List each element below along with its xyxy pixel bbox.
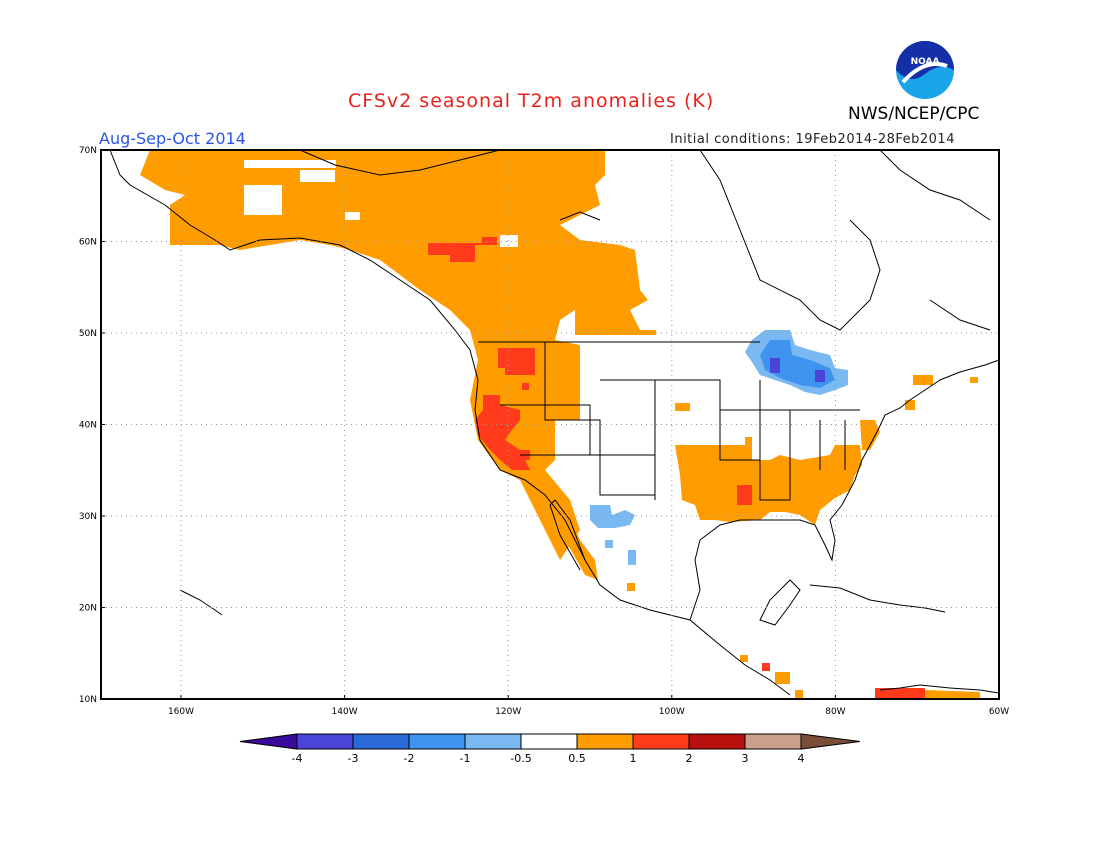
initial-conditions-label: Initial conditions: 19Feb2014-28Feb2014 [670, 132, 955, 147]
colorbar-swatch [352, 733, 410, 750]
colorbar-label: 4 [798, 752, 805, 765]
hot-patch-california [475, 395, 530, 470]
hot-patch-bc [428, 237, 497, 262]
colorbar-swatch [464, 733, 522, 750]
lat-label: 30N [79, 512, 97, 522]
colorbar-swatch [632, 733, 690, 750]
lat-label: 20N [79, 604, 97, 614]
coastlines [109, 149, 1000, 696]
map-title: CFSv2 seasonal T2m anomalies (K) [348, 90, 715, 112]
season-label: Aug-Sep-Oct 2014 [99, 129, 246, 148]
colorbar-label: -1 [460, 752, 471, 765]
colorbar-arrow-left [239, 733, 298, 750]
lon-label: 80W [825, 707, 845, 717]
colorbar-label: 2 [686, 752, 693, 765]
lat-label: 10N [79, 695, 97, 705]
lon-label: 100W [659, 707, 685, 717]
colorbar-label: -3 [348, 752, 359, 765]
noaa-logo: NOAA [896, 41, 954, 99]
colorbar-label: 3 [742, 752, 749, 765]
lat-label: 50N [79, 329, 97, 339]
lat-label: 70N [79, 146, 97, 156]
colorbar-label: 0.5 [568, 752, 586, 765]
colorbar-arrow-right [800, 733, 861, 750]
colorbar-swatch [520, 733, 578, 750]
colorbar-swatch [688, 733, 746, 750]
colorbar-label: -0.5 [510, 752, 531, 765]
longitude-labels: 160W 140W 120W 100W 80W 60W [168, 695, 1009, 717]
hot-patch-oregon [498, 348, 535, 375]
warm-patch-east-coast [860, 420, 880, 450]
colorbar-label: -2 [404, 752, 415, 765]
colorbar-swatch [744, 733, 802, 750]
colorbar: -4 -3 -2 -1 -0.5 0.5 1 2 3 4 [239, 733, 861, 765]
noaa-logo-text: NOAA [911, 57, 940, 67]
warm-patch-southeast [675, 437, 862, 525]
lat-label: 40N [79, 421, 97, 431]
anomaly-layer [140, 150, 980, 699]
colorbar-label: 1 [630, 752, 637, 765]
warm-patch-south-america [875, 688, 925, 699]
lon-label: 140W [332, 707, 358, 717]
agency-label: NWS/NCEP/CPC [848, 104, 980, 124]
colorbar-swatch [576, 733, 634, 750]
colorbar-label: -4 [292, 752, 303, 765]
latitude-labels: 70N 60N 50N 40N 30N 20N 10N [79, 146, 105, 705]
lon-label: 120W [495, 707, 521, 717]
lon-label: 60W [989, 707, 1009, 717]
colorbar-swatch [408, 733, 466, 750]
colorbar-swatch [296, 733, 354, 750]
lon-label: 160W [168, 707, 194, 717]
cool-patch-mexico [590, 505, 635, 528]
warm-patch-baja [545, 490, 598, 580]
lat-label: 60N [79, 238, 97, 248]
